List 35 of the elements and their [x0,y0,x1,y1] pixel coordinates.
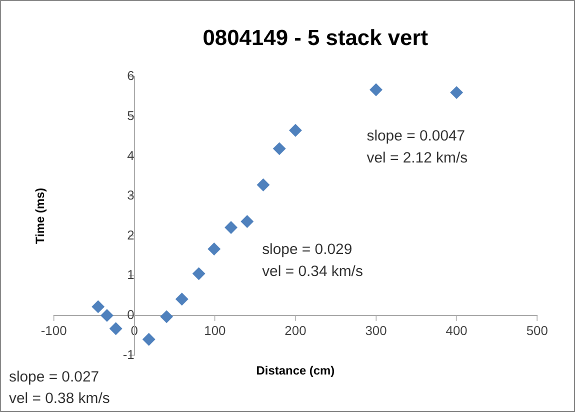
y-tick-label: 2 [127,227,134,242]
y-tick-label: 0 [127,307,134,322]
y-axis-title: Time (ms) [33,188,48,244]
point [256,178,270,192]
y-tick-label: -1 [122,346,134,362]
y-tick-label: 6 [127,68,134,84]
point [142,332,156,346]
y-tick-label: 1 [127,267,134,282]
y-tick-label: 5 [127,108,134,123]
x-tick-label: 500 [526,322,548,338]
point [240,215,254,228]
point [92,300,105,314]
x-tick-label: 200 [284,322,306,338]
y-tick-label: 4 [127,148,134,163]
y-tick-label: 3 [127,188,134,203]
annotation: slope = 0.0047 vel = 2.12 km/s [366,127,468,166]
point [160,310,174,324]
x-tick-label: -100 [40,322,67,338]
point [208,242,221,256]
point [450,86,464,100]
point [272,142,286,156]
annotation: slope = 0.029 vel = 0.34 km/s [262,240,363,280]
point [175,292,188,306]
point [109,322,122,336]
chart-title: 0804149 - 5 stack vert [202,24,429,50]
x-tick-label: 100 [204,322,226,338]
point [370,83,382,96]
point [192,267,206,280]
x-tick-label: 400 [446,322,468,338]
text: slope = 0.027 vel = 0.38 km/s [8,368,110,408]
x-tick-label: 300 [365,322,387,338]
point [288,124,302,137]
point [100,309,114,322]
point [224,221,238,234]
x-axis-title: Distance (cm) [256,364,335,378]
